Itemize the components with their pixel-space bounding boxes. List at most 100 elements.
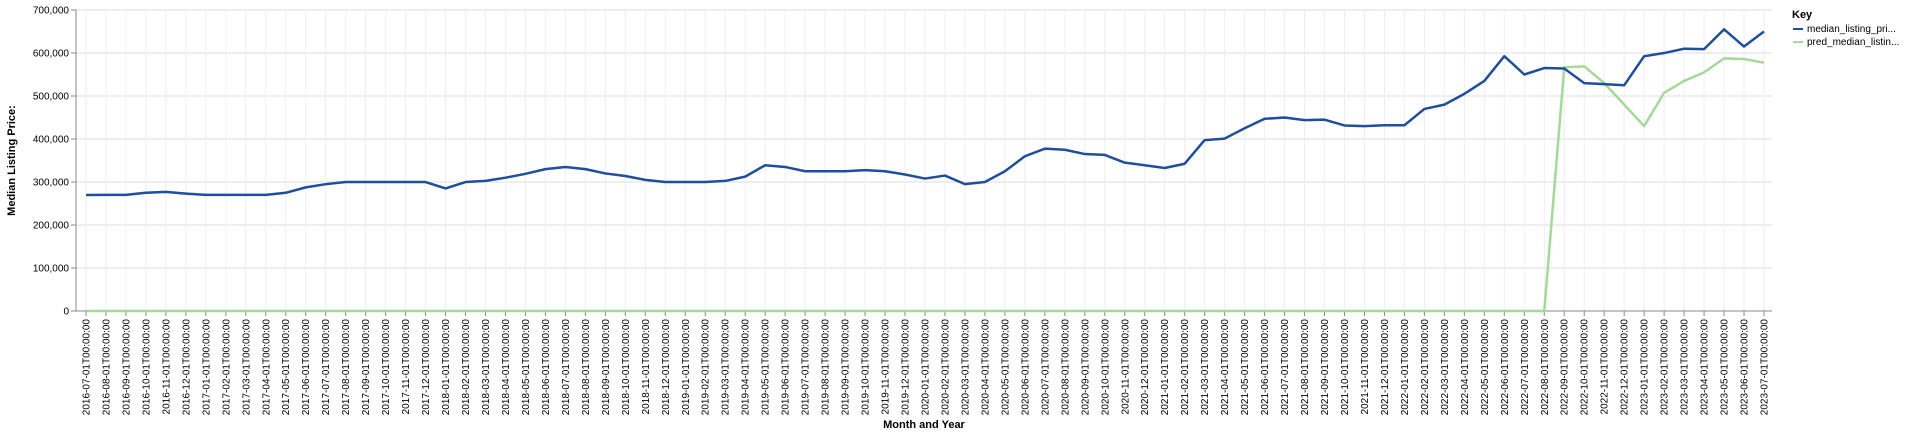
x-tick-label: 2021-07-01T00:00:00 (1280, 319, 1291, 416)
x-tick-label: 2022-10-01T00:00:00 (1580, 319, 1591, 416)
x-tick-label: 2019-08-01T00:00:00 (821, 319, 832, 416)
x-tick-label: 2016-07-01T00:00:00 (81, 319, 92, 416)
x-tick-label: 2022-06-01T00:00:00 (1500, 319, 1511, 416)
x-tick-label: 2021-05-01T00:00:00 (1240, 319, 1251, 416)
x-tick-label: 2023-04-01T00:00:00 (1700, 319, 1711, 416)
x-tick-label: 2023-06-01T00:00:00 (1740, 319, 1751, 416)
x-tick-label: 2023-02-01T00:00:00 (1660, 319, 1671, 416)
x-tick-label: 2017-12-01T00:00:00 (421, 319, 432, 416)
x-tick-label: 2018-12-01T00:00:00 (661, 319, 672, 416)
x-tick-label: 2017-01-01T00:00:00 (201, 319, 212, 416)
x-tick-label: 2020-01-01T00:00:00 (920, 319, 931, 416)
legend-label: pred_median_listin... (1807, 37, 1899, 48)
x-tick-label: 2018-09-01T00:00:00 (601, 319, 612, 416)
x-tick-label: 2020-02-01T00:00:00 (940, 319, 951, 416)
x-tick-label: 2018-06-01T00:00:00 (541, 319, 552, 416)
x-tick-label: 2020-03-01T00:00:00 (960, 319, 971, 416)
x-tick-label: 2020-12-01T00:00:00 (1140, 319, 1151, 416)
series-line-1 (85, 28, 1765, 197)
x-axis-ticks: 2016-07-01T00:00:00 2016-08-01T00:00:00 20… (81, 311, 1771, 416)
x-tick-label: 2021-06-01T00:00:00 (1260, 319, 1271, 416)
x-tick-label: 2022-01-01T00:00:00 (1400, 319, 1411, 416)
y-axis-title: Median Listing Price: (6, 105, 18, 216)
x-tick-label: 2018-03-01T00:00:00 (481, 319, 492, 416)
x-tick-label: 2017-05-01T00:00:00 (281, 319, 292, 416)
x-tick-label: 2016-08-01T00:00:00 (101, 319, 112, 416)
y-tick-label: 600,000 (33, 49, 70, 60)
x-tick-label: 2018-11-01T00:00:00 (641, 319, 652, 415)
x-tick-label: 2018-04-01T00:00:00 (501, 319, 512, 416)
x-tick-label: 2023-01-01T00:00:00 (1640, 319, 1651, 416)
y-tick-label: 100,000 (33, 264, 70, 275)
y-tick-label: 300,000 (33, 178, 70, 189)
x-tick-label: 2018-08-01T00:00:00 (581, 319, 592, 416)
x-tick-label: 2021-04-01T00:00:00 (1220, 319, 1231, 416)
x-tick-label: 2023-03-01T00:00:00 (1680, 319, 1691, 416)
x-tick-label: 2021-02-01T00:00:00 (1180, 319, 1191, 416)
x-tick-label: 2019-01-01T00:00:00 (681, 319, 692, 416)
x-tick-label: 2020-06-01T00:00:00 (1020, 319, 1031, 416)
axes (75, 10, 1772, 312)
x-tick-label: 2022-03-01T00:00:00 (1440, 319, 1451, 416)
x-tick-label: 2022-09-01T00:00:00 (1560, 319, 1571, 416)
x-tick-label: 2022-08-01T00:00:00 (1540, 319, 1551, 416)
x-tick-label: 2018-01-01T00:00:00 (441, 319, 452, 416)
x-tick-label: 2019-02-01T00:00:00 (701, 319, 712, 416)
x-tick-label: 2023-05-01T00:00:00 (1720, 319, 1731, 416)
x-tick-label: 2016-12-01T00:00:00 (181, 319, 192, 416)
x-tick-label: 2022-07-01T00:00:00 (1520, 319, 1531, 416)
legend: Key median_listing_pri... pred_median_lis… (1792, 9, 1899, 48)
x-tick-label: 2022-05-01T00:00:00 (1480, 319, 1491, 416)
x-tick-label: 2017-09-01T00:00:00 (361, 319, 372, 416)
x-tick-label: 2021-12-01T00:00:00 (1380, 319, 1391, 416)
x-tick-label: 2020-11-01T00:00:00 (1120, 319, 1131, 415)
x-tick-label: 2020-08-01T00:00:00 (1060, 319, 1071, 416)
x-tick-label: 2020-05-01T00:00:00 (1000, 319, 1011, 416)
x-tick-label: 2017-02-01T00:00:00 (221, 319, 232, 416)
x-tick-label: 2017-08-01T00:00:00 (341, 319, 352, 416)
x-tick-label: 2018-10-01T00:00:00 (621, 319, 632, 416)
x-tick-label: 2016-11-01T00:00:00 (161, 319, 172, 415)
x-tick-label: 2017-03-01T00:00:00 (241, 319, 252, 416)
x-tick-label: 2022-02-01T00:00:00 (1420, 319, 1431, 416)
y-tick-label: 400,000 (33, 135, 70, 146)
x-tick-label: 2016-09-01T00:00:00 (121, 319, 132, 416)
x-tick-label: 2017-04-01T00:00:00 (261, 319, 272, 416)
y-tick-label: 200,000 (33, 221, 70, 232)
x-tick-label: 2019-04-01T00:00:00 (741, 319, 752, 416)
x-tick-label: 2017-10-01T00:00:00 (381, 319, 392, 416)
x-tick-label: 2021-10-01T00:00:00 (1340, 319, 1351, 416)
legend-title: Key (1792, 9, 1813, 21)
x-tick-label: 2019-09-01T00:00:00 (841, 319, 852, 416)
x-tick-label: 2017-06-01T00:00:00 (301, 319, 312, 416)
x-tick-label: 2017-11-01T00:00:00 (401, 319, 412, 415)
grid-lines (76, 9, 1772, 312)
x-tick-label: 2019-07-01T00:00:00 (801, 319, 812, 416)
x-tick-label: 2021-03-01T00:00:00 (1200, 319, 1211, 416)
legend-label: median_listing_pri... (1807, 24, 1896, 35)
x-tick-label: 2019-06-01T00:00:00 (781, 319, 792, 416)
y-tick-label: 0 (63, 307, 69, 318)
x-tick-label: 2021-11-01T00:00:00 (1360, 319, 1371, 415)
x-tick-label: 2018-07-01T00:00:00 (561, 319, 572, 416)
x-tick-label: 2020-09-01T00:00:00 (1080, 319, 1091, 416)
x-axis-title: Month and Year (883, 419, 965, 431)
x-tick-label: 2021-09-01T00:00:00 (1320, 319, 1331, 416)
x-tick-label: 2022-04-01T00:00:00 (1460, 319, 1471, 416)
x-tick-label: 2017-07-01T00:00:00 (321, 319, 332, 416)
y-tick-label: 500,000 (33, 92, 70, 103)
x-tick-label: 2019-12-01T00:00:00 (901, 319, 912, 416)
x-tick-label: 2020-07-01T00:00:00 (1040, 319, 1051, 416)
x-tick-label: 2016-10-01T00:00:00 (141, 319, 152, 416)
y-axis-ticks: 0 100,000 200,000 300,000 400,000 500,000 600,… (33, 6, 76, 318)
x-tick-label: 2019-05-01T00:00:00 (761, 319, 772, 416)
x-tick-label: 2020-10-01T00:00:00 (1100, 319, 1111, 416)
x-tick-label: 2022-11-01T00:00:00 (1600, 319, 1611, 415)
x-tick-label: 2022-12-01T00:00:00 (1620, 319, 1631, 416)
x-tick-label: 2021-01-01T00:00:00 (1160, 319, 1171, 416)
x-tick-label: 2018-02-01T00:00:00 (461, 319, 472, 416)
x-tick-label: 2019-11-01T00:00:00 (881, 319, 892, 415)
series-lines (85, 28, 1765, 313)
x-tick-label: 2020-04-01T00:00:00 (980, 319, 991, 416)
